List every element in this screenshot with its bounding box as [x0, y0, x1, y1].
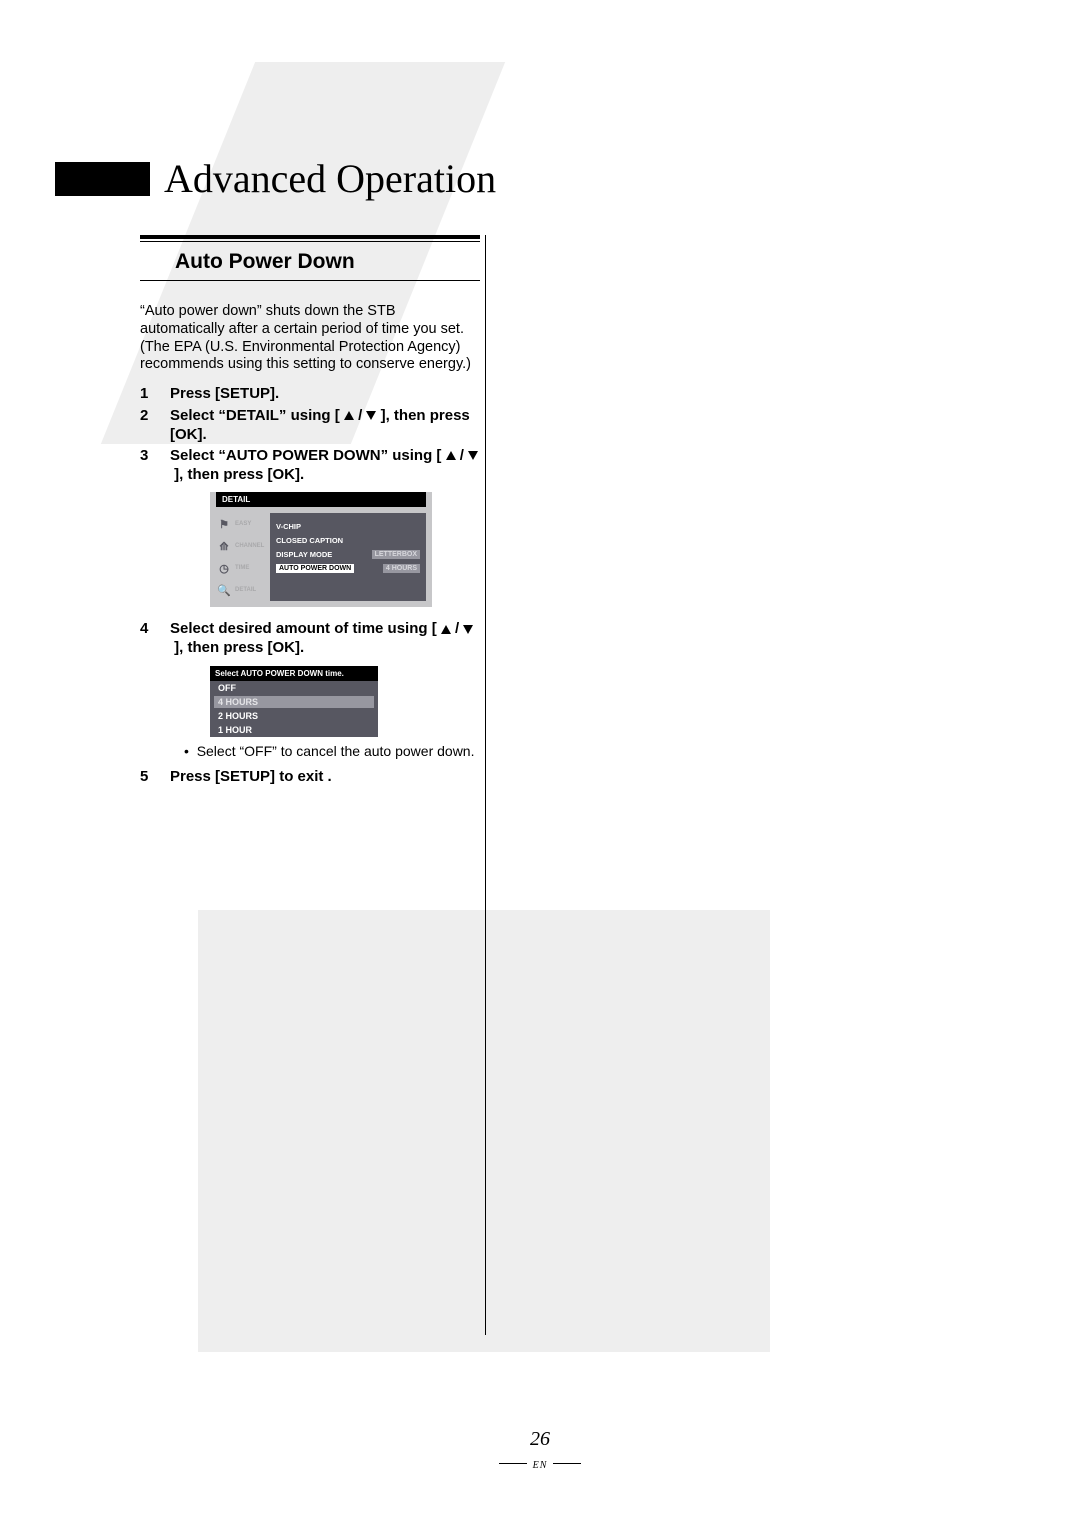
step-number: 1 [140, 384, 170, 403]
title-black-block [55, 162, 150, 196]
chapter-title: Advanced Operation [164, 155, 496, 202]
osd-option-2hours: 2 HOURS [210, 709, 378, 723]
osd-option-off: OFF [210, 681, 378, 695]
dash-right [553, 1463, 581, 1464]
page-lang: EN [533, 1460, 548, 1471]
section-title: Auto Power Down [140, 250, 480, 274]
page-lang-row: EN [0, 1451, 1080, 1474]
osd-tab-easy: ⚑EASY [216, 513, 266, 535]
osd-side-tabs: ⚑EASY ⟰CHANNEL ◷TIME 🔍DETAIL [216, 513, 266, 601]
bg-rect [198, 910, 770, 1352]
step-1: 1 Press [SETUP]. [140, 384, 480, 403]
dash-left [499, 1463, 527, 1464]
bullet-note: • Select “OFF” to cancel the auto power … [184, 743, 480, 759]
osd-option-4hours-selected: 4 HOURS [214, 696, 374, 708]
osd-tab-detail: 🔍DETAIL [216, 579, 266, 601]
osd-item-display-mode: DISPLAY MODE LETTERBOX [276, 550, 420, 559]
content-column: Auto Power Down “Auto power down” shuts … [140, 235, 480, 788]
step-list-end: 5 Press [SETUP] to exit . [140, 767, 480, 786]
chapter-title-bar: Advanced Operation [55, 155, 496, 202]
step-2: 2 Select “DETAIL” using [ / ], then pres… [140, 406, 480, 444]
antenna-icon: ⟰ [216, 538, 232, 554]
magnifier-icon: 🔍 [216, 582, 232, 598]
column-divider [485, 235, 486, 1335]
osd-detail-menu: DETAIL ⚑EASY ⟰CHANNEL ◷TIME 🔍DETAIL V-CH… [210, 492, 432, 607]
step-number: 4 [140, 619, 170, 657]
step-number: 5 [140, 767, 170, 786]
step-3: 3 Select “AUTO POWER DOWN” using [ / ], … [140, 446, 480, 484]
step-4: 4 Select desired amount of time using [ … [140, 619, 480, 657]
step-text: Select “AUTO POWER DOWN” using [ / ], th… [170, 446, 480, 484]
osd-item-auto-power-down: AUTO POWER DOWN 4 HOURS [276, 564, 420, 573]
flag-icon: ⚑ [216, 516, 232, 532]
step-number: 3 [140, 446, 170, 484]
step-text: Select “DETAIL” using [ / ], then press … [170, 406, 480, 444]
osd-option-1hour: 1 HOUR [210, 723, 378, 737]
down-arrow-icon [468, 451, 478, 460]
osd-value-apd: 4 HOURS [383, 564, 420, 573]
intro-paragraph: “Auto power down” shuts down the STB aut… [140, 303, 480, 374]
osd-item-vchip: V-CHIP [276, 522, 420, 531]
manual-page: Advanced Operation Auto Power Down “Auto… [0, 0, 1080, 1528]
page-number: 26 [0, 1428, 1080, 1451]
osd-apd-options: Select AUTO POWER DOWN time. OFF 4 HOURS… [210, 666, 378, 737]
osd-tab-time: ◷TIME [216, 557, 266, 579]
osd-header: DETAIL [216, 492, 426, 507]
up-arrow-icon [446, 451, 456, 460]
osd-main-panel: V-CHIP CLOSED CAPTION DISPLAY MODE LETTE… [270, 513, 426, 601]
section-rule-bottom [140, 280, 480, 281]
down-arrow-icon [463, 625, 473, 634]
osd-value-display-mode: LETTERBOX [372, 550, 420, 559]
page-footer: 26 EN [0, 1428, 1080, 1474]
section-rule-top [140, 235, 480, 242]
osd-header: Select AUTO POWER DOWN time. [210, 666, 378, 681]
clock-icon: ◷ [216, 560, 232, 576]
step-text: Select desired amount of time using [ / … [170, 619, 480, 657]
up-arrow-icon [441, 625, 451, 634]
down-arrow-icon [366, 411, 376, 420]
up-arrow-icon [344, 411, 354, 420]
step-list-continued: 4 Select desired amount of time using [ … [140, 619, 480, 657]
step-5: 5 Press [SETUP] to exit . [140, 767, 480, 786]
step-text: Press [SETUP]. [170, 384, 480, 403]
osd-item-cc: CLOSED CAPTION [276, 536, 420, 545]
step-text: Press [SETUP] to exit . [170, 767, 480, 786]
step-number: 2 [140, 406, 170, 444]
osd-tab-channel: ⟰CHANNEL [216, 535, 266, 557]
step-list: 1 Press [SETUP]. 2 Select “DETAIL” using… [140, 384, 480, 484]
